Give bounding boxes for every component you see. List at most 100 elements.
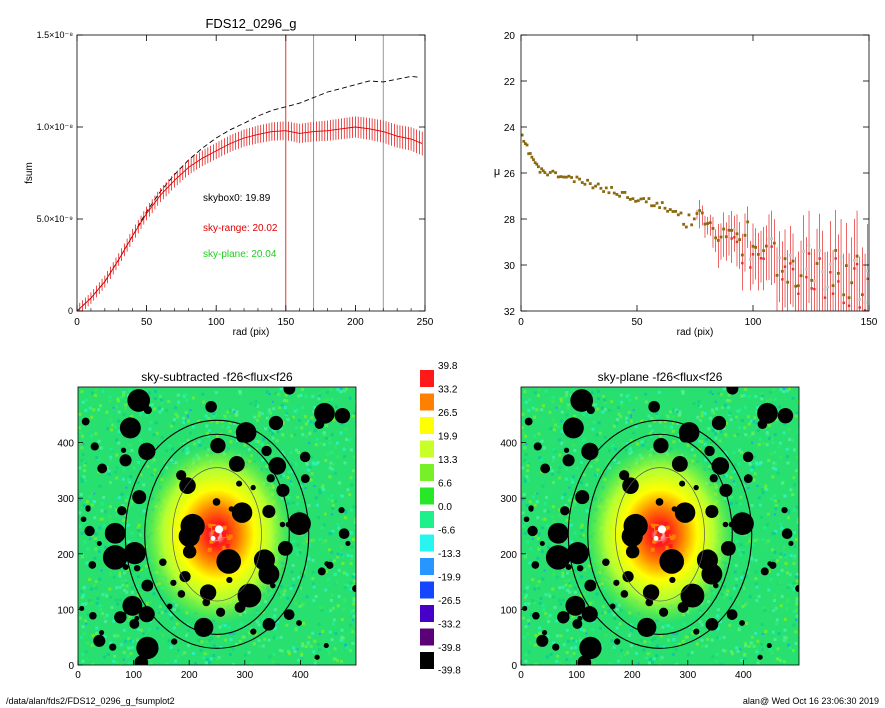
noise-pixel xyxy=(346,584,350,588)
noise-pixel xyxy=(344,643,347,646)
noise-pixel xyxy=(255,609,259,613)
noise-pixel xyxy=(129,639,133,643)
noise-pixel xyxy=(556,634,560,638)
data-point xyxy=(866,269,869,273)
mask xyxy=(262,617,276,631)
noise-pixel xyxy=(185,633,189,637)
noise-pixel xyxy=(592,420,596,424)
noise-pixel xyxy=(197,440,201,444)
noise-pixel xyxy=(349,623,353,627)
noise-pixel xyxy=(610,400,614,404)
mask xyxy=(566,542,589,565)
noise-pixel xyxy=(79,493,83,497)
noise-pixel xyxy=(742,654,746,658)
noise-pixel xyxy=(700,644,704,648)
noise-pixel xyxy=(345,646,349,650)
mask xyxy=(120,447,127,453)
noise-pixel xyxy=(538,626,542,630)
noise-pixel xyxy=(761,394,765,398)
noise-pixel xyxy=(90,434,94,438)
data-point xyxy=(733,236,736,239)
noise-pixel xyxy=(568,561,572,565)
noise-pixel xyxy=(769,452,773,456)
noise-pixel xyxy=(155,627,159,631)
noise-pixel xyxy=(749,555,753,559)
noise-pixel xyxy=(158,406,162,410)
noise-pixel xyxy=(770,532,774,536)
noise-pixel xyxy=(118,574,122,578)
noise-pixel xyxy=(87,613,91,617)
noise-pixel xyxy=(524,625,528,629)
noise-pixel xyxy=(352,609,356,613)
noise-pixel xyxy=(254,399,258,403)
noise-pixel xyxy=(598,431,602,435)
noise-pixel xyxy=(122,393,126,397)
noise-pixel xyxy=(733,434,737,438)
noise-pixel xyxy=(294,448,298,452)
noise-pixel xyxy=(595,592,599,596)
noise-pixel xyxy=(591,628,595,632)
mask xyxy=(270,582,276,589)
noise-pixel xyxy=(299,393,303,397)
noise-pixel xyxy=(526,469,530,473)
noise-pixel xyxy=(176,415,180,419)
noise-pixel xyxy=(553,605,557,609)
mask xyxy=(235,422,257,443)
noise-pixel xyxy=(756,484,759,487)
noise-pixel xyxy=(331,462,335,466)
noise-pixel xyxy=(697,399,701,403)
mask xyxy=(80,516,87,523)
data-point xyxy=(863,300,867,304)
mask xyxy=(760,567,769,576)
galaxy-core-pixel xyxy=(648,525,653,530)
noise-pixel xyxy=(311,570,315,574)
noise-pixel xyxy=(100,502,104,506)
data-point xyxy=(671,210,675,213)
noise-pixel xyxy=(352,602,356,606)
noise-pixel xyxy=(116,397,120,401)
data-point xyxy=(706,222,710,225)
noise-pixel xyxy=(783,617,787,621)
mask xyxy=(671,506,678,512)
mask xyxy=(134,615,140,621)
mask xyxy=(671,455,688,472)
noise-pixel xyxy=(186,623,190,627)
noise-pixel xyxy=(784,561,788,565)
noise-pixel xyxy=(642,648,646,652)
noise-pixel xyxy=(666,415,670,419)
noise-pixel xyxy=(268,655,272,659)
noise-pixel xyxy=(102,495,106,499)
data-point xyxy=(764,244,768,248)
mask xyxy=(314,654,320,660)
noise-pixel xyxy=(158,605,162,609)
noise-pixel xyxy=(541,484,545,488)
noise-pixel xyxy=(182,416,186,420)
noise-pixel xyxy=(328,466,332,470)
noise-pixel xyxy=(93,584,97,588)
noise-pixel xyxy=(733,469,737,473)
noise-pixel xyxy=(217,656,221,660)
noise-pixel xyxy=(324,588,328,592)
mask xyxy=(159,558,167,566)
noise-pixel xyxy=(107,469,111,473)
noise-pixel xyxy=(333,657,337,661)
noise-pixel xyxy=(176,403,180,407)
noise-pixel xyxy=(794,469,798,473)
data-point xyxy=(810,278,814,282)
noise-pixel xyxy=(710,408,714,412)
noise-pixel xyxy=(322,488,326,492)
noise-pixel xyxy=(570,661,574,665)
noise-pixel xyxy=(199,439,203,443)
noise-pixel xyxy=(729,596,733,600)
galaxy-core-pixel xyxy=(671,534,676,539)
y-tick-label: 1.5×10⁻⁸ xyxy=(37,30,74,40)
mask xyxy=(283,609,295,620)
noise-pixel xyxy=(148,427,152,431)
mask xyxy=(766,643,772,649)
noise-pixel xyxy=(349,610,353,614)
noise-pixel xyxy=(124,639,128,643)
noise-pixel xyxy=(551,395,555,399)
noise-pixel xyxy=(300,426,304,430)
noise-pixel xyxy=(109,641,113,645)
noise-pixel xyxy=(740,450,744,454)
